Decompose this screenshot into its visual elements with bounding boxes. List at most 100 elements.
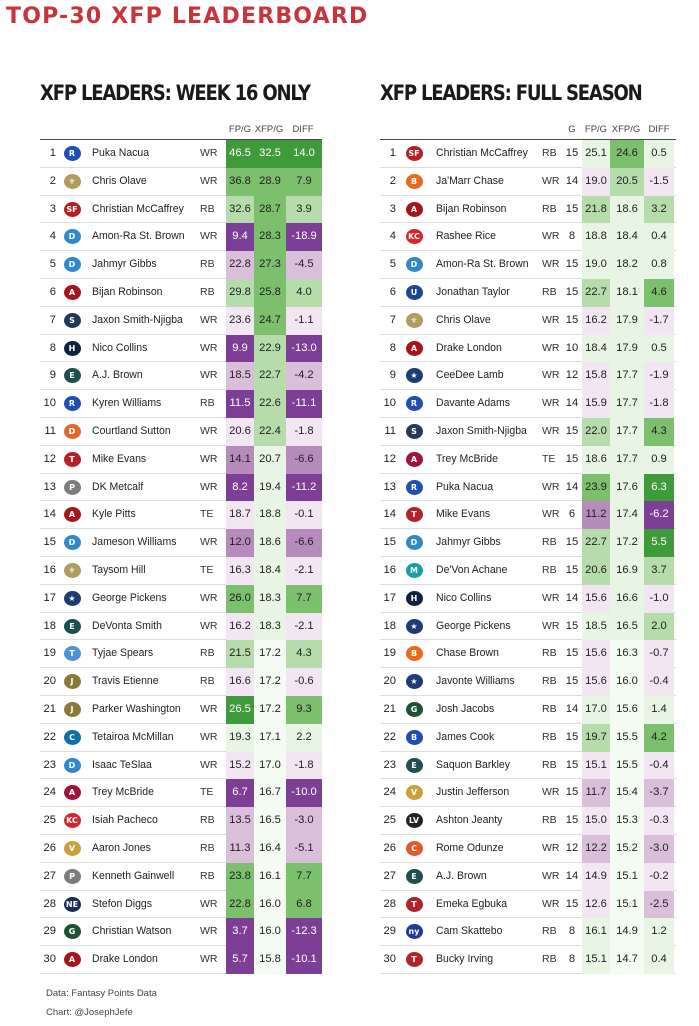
xfpg-cell: 15.2 (610, 834, 644, 863)
season-table-body: 1 SF Christian McCaffrey RB 15 25.1 24.6 0.5 2 B J… (380, 140, 676, 974)
rank-cell: 20 (43, 675, 56, 688)
patriots-icon: NE (62, 895, 82, 914)
xfpg-cell: 32.5 (254, 140, 286, 168)
player-name: Puka Nacua (92, 147, 150, 159)
position-cell: WR (542, 397, 560, 410)
jaguars-icon: J (62, 700, 82, 719)
games-cell: 14 (565, 397, 579, 410)
diff-cell: -4.5 (286, 251, 322, 279)
team-logo-mark: E (63, 368, 81, 384)
team-logo-mark: R (405, 396, 423, 412)
fpg-cell: 15.2 (226, 751, 254, 780)
xfpg-cell: 18.4 (254, 556, 286, 585)
rank-cell: 23 (43, 758, 56, 771)
team-logo-mark: B (405, 646, 423, 662)
49ers-icon: SF (62, 200, 82, 219)
position-cell: RB (542, 536, 557, 549)
games-cell: 12 (565, 841, 579, 854)
table-row: 28 T Emeka Egbuka WR 15 12.6 15.1 -2.5 (380, 890, 676, 919)
broncos-icon: D (62, 422, 82, 441)
team-logo-mark: D (63, 757, 81, 773)
table-row: 9 E A.J. Brown WR 18.5 22.7 -4.2 (40, 362, 322, 391)
rank-cell: 7 (49, 313, 56, 326)
player-name: Travis Etienne (92, 675, 159, 688)
position-cell: TE (200, 563, 214, 576)
team-logo-mark: T (405, 507, 423, 523)
rank-cell: 8 (389, 341, 396, 354)
rank-cell: 6 (389, 285, 396, 298)
rank-cell: 9 (389, 369, 396, 382)
rank-cell: 18 (43, 619, 56, 632)
team-logo-mark: D (63, 423, 81, 439)
fpg-cell: 26.5 (226, 695, 254, 724)
table-row: 20 ★ Javonte Williams RB 15 15.6 16.0 -0.4 (380, 668, 676, 696)
diff-cell: -10.1 (286, 946, 322, 974)
xfpg-cell: 24.6 (610, 140, 644, 168)
diff-cell: 0.4 (644, 946, 674, 974)
position-cell: WR (200, 702, 218, 715)
rank-cell: 5 (49, 258, 56, 271)
table-row: 29 G Christian Watson WR 3.7 16.0 -12.3 (40, 918, 322, 947)
diff-cell: -3.0 (286, 807, 322, 835)
games-cell: 14 (565, 480, 579, 493)
player-name: Isiah Pacheco (92, 814, 158, 827)
player-name: Trey McBride (436, 452, 498, 465)
position-cell: WR (200, 369, 218, 382)
xfpg-cell: 16.6 (610, 584, 644, 613)
team-logo-mark: ⚜ (405, 312, 423, 328)
position-cell: WR (200, 341, 218, 354)
rank-cell: 17 (43, 591, 56, 604)
table-row: 13 P DK Metcalf WR 8.2 19.4 -11.2 (40, 473, 322, 502)
diff-cell: -0.4 (644, 751, 674, 780)
position-cell: WR (542, 619, 560, 632)
seahawks-icon: S (404, 422, 424, 441)
player-name: Courtland Sutton (92, 424, 171, 437)
team-logo-mark: G (63, 924, 81, 940)
games-cell: 14 (565, 174, 579, 187)
team-logo-mark: H (63, 340, 81, 356)
rank-cell: 4 (389, 230, 396, 243)
table-row: 12 A Trey McBride TE 15 18.6 17.7 0.9 (380, 445, 676, 474)
fpg-cell: 21.5 (226, 640, 254, 669)
col-header-diff: DIFF (648, 124, 670, 135)
position-cell: RB (542, 953, 557, 966)
table-row: 21 J Parker Washington WR 26.5 17.2 9.3 (40, 695, 322, 724)
table-row: 10 R Kyren Williams RB 11.5 22.6 -11.1 (40, 390, 322, 418)
fpg-cell: 36.8 (226, 167, 254, 196)
xfpg-cell: 17.7 (610, 390, 644, 418)
team-logo-mark: ⚜ (63, 173, 81, 189)
games-cell: 15 (565, 814, 579, 827)
fpg-cell: 6.7 (226, 779, 254, 808)
xfpg-cell: 16.5 (610, 612, 644, 641)
raiders-icon: LV (404, 811, 424, 830)
rank-cell: 26 (383, 841, 396, 854)
team-logo-mark: LV (405, 813, 423, 829)
position-cell: WR (542, 313, 560, 326)
table-row: 30 T Bucky Irving RB 8 15.1 14.7 0.4 (380, 946, 676, 974)
table-row: 7 S Jaxon Smith-Njigba WR 23.6 24.7 -1.1 (40, 306, 322, 335)
season-leaderboard: XFP LEADERS: FULL SEASON G FP/G XFP/G DI… (380, 78, 676, 974)
xfpg-cell: 16.9 (610, 556, 644, 585)
table-row: 22 B James Cook RB 15 19.7 15.5 4.2 (380, 723, 676, 752)
packers-icon: G (62, 922, 82, 941)
fpg-cell: 18.8 (582, 223, 610, 252)
buccaneers-icon: T (404, 505, 424, 524)
rank-cell: 16 (383, 563, 396, 576)
table-row: 3 A Bijan Robinson RB 15 21.8 18.6 3.2 (380, 195, 676, 224)
player-name: Cam Skattebo (436, 925, 503, 938)
fpg-cell: 46.5 (226, 140, 254, 168)
team-logo-mark: SF (405, 146, 423, 161)
rank-cell: 13 (383, 480, 396, 493)
diff-cell: 0.4 (644, 223, 674, 252)
fpg-cell: 12.2 (582, 834, 610, 863)
team-logo-mark: E (63, 618, 81, 634)
rank-cell: 5 (389, 258, 396, 271)
eagles-icon: E (404, 867, 424, 886)
buccaneers-icon: T (404, 895, 424, 914)
player-name: Kyren Williams (92, 397, 162, 410)
player-name: George Pickens (436, 619, 511, 632)
cowboys-icon: ★ (404, 366, 424, 385)
position-cell: WR (542, 341, 560, 354)
fpg-cell: 25.1 (582, 140, 610, 168)
team-logo-mark: T (63, 646, 81, 662)
